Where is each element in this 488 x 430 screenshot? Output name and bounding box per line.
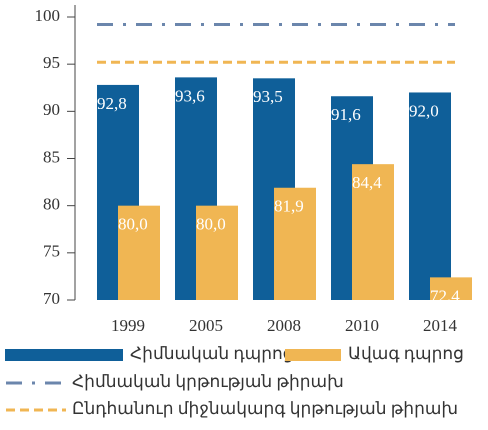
value-label: 80,0 (196, 215, 226, 234)
y-tick-label: 70 (43, 289, 60, 308)
bar (430, 277, 472, 300)
value-label: 92,0 (409, 101, 439, 120)
bar (352, 164, 394, 300)
value-label: 84,4 (352, 173, 382, 192)
legend-swatch (285, 349, 341, 361)
y-tick-label: 100 (35, 6, 61, 25)
value-label: 93,5 (253, 87, 283, 106)
y-tick-label: 85 (43, 147, 60, 166)
value-label: 92,8 (97, 94, 127, 113)
x-tick-label: 2005 (189, 316, 223, 335)
legend-label: Ընդհանուր միջնակարգ կրթության թիրախ (72, 399, 458, 418)
bar (196, 205, 238, 300)
legend-label: Ավագ դպրոց (348, 344, 464, 363)
bar (274, 187, 316, 300)
value-label: 81,9 (274, 197, 304, 216)
y-tick-label: 80 (43, 195, 60, 214)
y-tick-label: 90 (43, 100, 60, 119)
y-tick-label: 75 (43, 242, 60, 261)
legend-swatch (5, 349, 123, 361)
value-label: 72,4 (430, 286, 460, 305)
legend-label: Հիմնական դպրոց (130, 344, 294, 363)
value-label: 93,6 (175, 86, 205, 105)
bar (409, 92, 451, 300)
x-tick-label: 1999 (111, 316, 145, 335)
value-label: 80,0 (118, 215, 148, 234)
bar (118, 205, 160, 300)
value-label: 91,6 (331, 105, 361, 124)
x-tick-label: 2010 (345, 316, 379, 335)
x-tick-label: 2008 (267, 316, 301, 335)
x-tick-label: 2014 (423, 316, 458, 335)
y-tick-label: 95 (43, 53, 60, 72)
legend-label: Հիմնական կրթության թիրախ (72, 372, 344, 391)
